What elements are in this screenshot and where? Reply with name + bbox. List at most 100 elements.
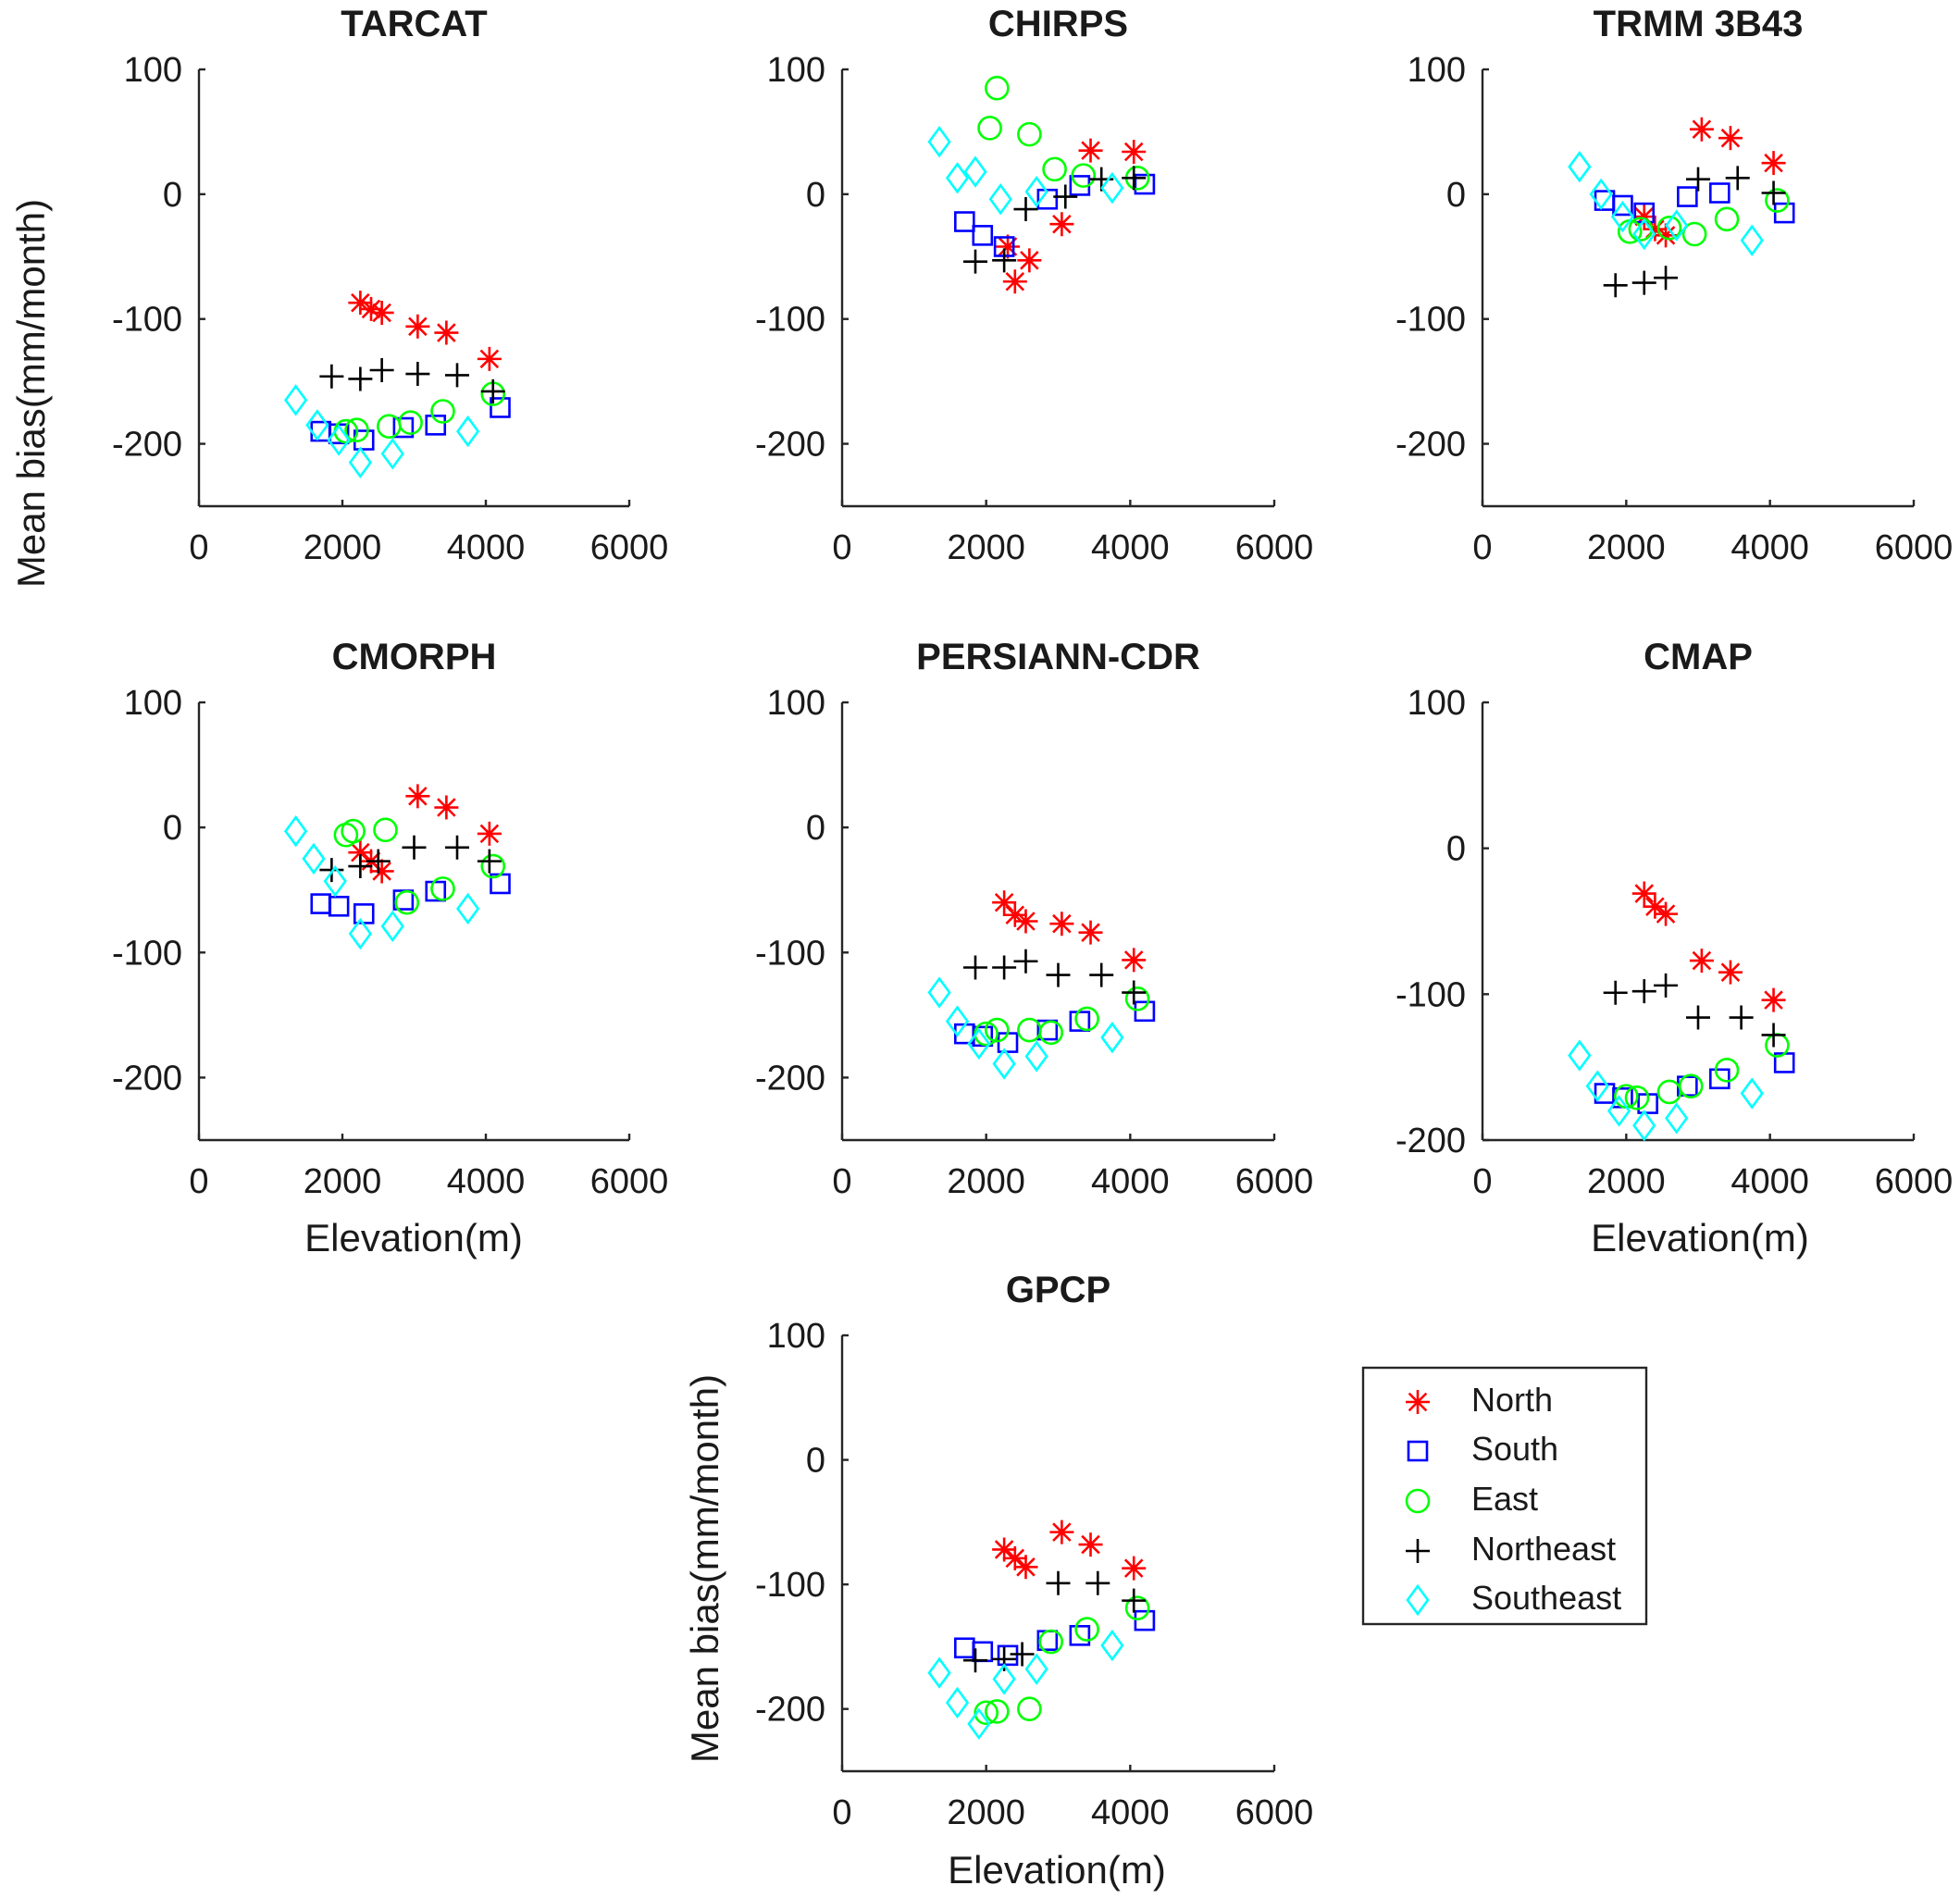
data-point-northeast bbox=[1122, 980, 1147, 1005]
data-point-east bbox=[394, 889, 420, 915]
data-point-south bbox=[972, 225, 994, 246]
y-tick-label: -100 bbox=[755, 1566, 825, 1605]
data-point-east bbox=[1624, 1085, 1650, 1110]
series-south bbox=[954, 1609, 1156, 1667]
data-point-northeast bbox=[1053, 184, 1078, 209]
data-point-east bbox=[977, 116, 1002, 141]
data-point-southeast bbox=[927, 1656, 951, 1689]
data-point-southeast bbox=[348, 917, 372, 950]
data-point-southeast bbox=[1606, 1095, 1631, 1127]
data-point-south bbox=[425, 880, 447, 902]
data-point-north bbox=[477, 821, 502, 846]
series-north bbox=[1631, 117, 1786, 248]
data-point-south bbox=[1709, 1068, 1731, 1090]
data-point-north bbox=[1689, 117, 1714, 142]
legend-label-south: South bbox=[1471, 1430, 1558, 1468]
x-tick-label: 6000 bbox=[590, 528, 669, 567]
data-point-south bbox=[1677, 186, 1698, 207]
y-tick-label: 0 bbox=[163, 176, 182, 215]
panel-trmm-3b43: TRMM 3B43 0 2000 4000 6000 -200 -100 0 100 bbox=[1396, 4, 1953, 567]
data-point-southeast bbox=[305, 409, 329, 441]
panel-cmap: CMAP 0 2000 4000 6000 -200 -100 0 100 bbox=[1396, 637, 1953, 1201]
y-tick-label: -100 bbox=[1396, 975, 1466, 1014]
data-point-southeast bbox=[945, 162, 970, 194]
data-point-south bbox=[997, 1644, 1019, 1667]
data-point-north bbox=[1002, 1545, 1027, 1570]
data-point-southeast bbox=[284, 384, 308, 416]
data-point-southeast bbox=[1100, 1021, 1124, 1054]
panel-cmorph: CMORPH 0 2000 4000 6000 -200 -100 0 100 bbox=[112, 637, 668, 1201]
series-north bbox=[348, 291, 502, 371]
series-south bbox=[310, 873, 511, 924]
y-tick-label: -200 bbox=[112, 1059, 182, 1098]
data-point-northeast bbox=[445, 363, 469, 388]
x-tick-label: 2000 bbox=[947, 1793, 1025, 1832]
data-point-north bbox=[1078, 920, 1103, 945]
legend-item-south: South bbox=[1407, 1430, 1558, 1468]
data-point-south bbox=[490, 397, 511, 418]
data-point-southeast bbox=[967, 1707, 991, 1741]
series-northeast bbox=[1603, 973, 1786, 1048]
data-point-southeast bbox=[992, 1663, 1016, 1695]
data-point-southeast bbox=[1665, 209, 1689, 242]
data-point-southeast bbox=[380, 910, 404, 943]
data-point-south bbox=[1134, 1609, 1156, 1631]
data-point-east bbox=[1681, 221, 1707, 247]
y-tick-label: 100 bbox=[124, 684, 182, 723]
y-tick-label: 100 bbox=[767, 51, 825, 90]
data-point-northeast bbox=[1013, 949, 1038, 974]
data-point-east bbox=[1765, 188, 1790, 213]
data-point-southeast bbox=[1632, 217, 1656, 251]
y-tick-label: -200 bbox=[1396, 1122, 1466, 1160]
series-southeast bbox=[927, 1629, 1124, 1741]
series-east bbox=[974, 986, 1150, 1047]
series-northeast bbox=[319, 358, 505, 403]
data-point-southeast bbox=[380, 438, 404, 470]
data-point-east bbox=[985, 1699, 1010, 1724]
data-point-north bbox=[348, 840, 373, 865]
y-tick-label: 0 bbox=[806, 1442, 825, 1481]
data-point-north bbox=[1078, 138, 1103, 163]
data-point-southeast bbox=[1024, 175, 1048, 208]
legend-marker bbox=[1406, 1583, 1430, 1617]
data-point-south bbox=[353, 903, 375, 924]
data-point-northeast bbox=[992, 1646, 1017, 1671]
series-east bbox=[333, 381, 506, 444]
data-point-northeast bbox=[1046, 1570, 1071, 1595]
legend-item-southeast: Southeast bbox=[1406, 1579, 1621, 1617]
data-point-north bbox=[1013, 1555, 1038, 1580]
legend: North South East Northeast Southeast bbox=[1361, 1366, 1648, 1626]
data-point-northeast bbox=[1046, 962, 1071, 987]
series-east bbox=[974, 1595, 1150, 1726]
x-tick-label: 4000 bbox=[1091, 1793, 1170, 1832]
y-tick-label: 0 bbox=[1446, 830, 1466, 869]
data-point-east bbox=[985, 75, 1010, 101]
x-tick-label: 0 bbox=[1472, 1162, 1492, 1201]
data-point-northeast bbox=[1631, 270, 1656, 295]
data-point-northeast bbox=[348, 854, 373, 879]
data-point-south bbox=[997, 1032, 1019, 1053]
data-point-east bbox=[1714, 1058, 1740, 1083]
x-tick-label: 2000 bbox=[304, 528, 382, 567]
y-tick-label: -200 bbox=[755, 1059, 825, 1098]
y-tick-label: -200 bbox=[755, 426, 825, 465]
data-point-southeast bbox=[1665, 1102, 1689, 1135]
data-point-northeast bbox=[962, 955, 987, 980]
data-point-northeast bbox=[405, 362, 430, 387]
data-point-north bbox=[1718, 126, 1743, 151]
data-point-east bbox=[1714, 206, 1740, 232]
data-point-north bbox=[477, 346, 502, 371]
series-northeast bbox=[962, 949, 1147, 1005]
data-point-north bbox=[992, 1537, 1017, 1562]
data-point-south bbox=[328, 895, 350, 917]
x-axis-label-gpcp: Elevation(m) bbox=[948, 1848, 1166, 1892]
y-tick-label: -100 bbox=[112, 301, 182, 340]
series-east bbox=[333, 817, 506, 915]
data-point-northeast bbox=[1085, 1570, 1110, 1595]
data-point-south bbox=[954, 1637, 975, 1659]
data-point-north bbox=[1761, 151, 1786, 176]
data-point-north bbox=[1631, 881, 1656, 906]
data-point-northeast bbox=[992, 248, 1017, 273]
y-tick-label: -200 bbox=[112, 426, 182, 465]
